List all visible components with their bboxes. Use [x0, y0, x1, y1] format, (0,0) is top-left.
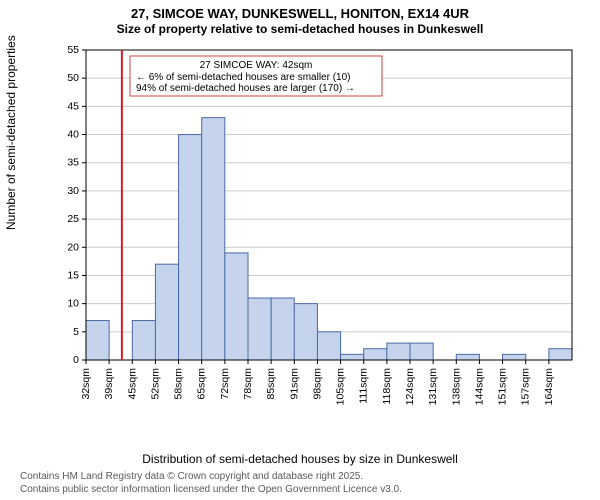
- svg-text:15: 15: [67, 269, 79, 281]
- footer-line1: Contains HM Land Registry data © Crown c…: [20, 471, 402, 484]
- svg-text:98sqm: 98sqm: [311, 368, 323, 400]
- svg-text:25: 25: [67, 213, 79, 225]
- svg-text:39sqm: 39sqm: [103, 368, 115, 400]
- svg-text:35: 35: [67, 157, 79, 169]
- svg-text:45sqm: 45sqm: [126, 368, 138, 400]
- svg-text:124sqm: 124sqm: [404, 368, 416, 406]
- chart-title-line2: Size of property relative to semi-detach…: [0, 22, 600, 36]
- svg-text:30: 30: [67, 185, 79, 197]
- svg-text:78sqm: 78sqm: [242, 368, 254, 400]
- footer-line2: Contains public sector information licen…: [20, 484, 402, 497]
- svg-text:0: 0: [73, 354, 79, 366]
- svg-text:151sqm: 151sqm: [497, 368, 509, 406]
- svg-text:20: 20: [67, 241, 79, 253]
- svg-text:50: 50: [67, 72, 79, 84]
- svg-text:144sqm: 144sqm: [473, 368, 485, 406]
- svg-text:85sqm: 85sqm: [265, 368, 277, 400]
- svg-text:45: 45: [67, 100, 79, 112]
- svg-text:10: 10: [67, 298, 79, 310]
- chart-title-area: 27, SIMCOE WAY, DUNKESWELL, HONITON, EX1…: [0, 0, 600, 36]
- svg-text:105sqm: 105sqm: [335, 368, 347, 406]
- svg-text:131sqm: 131sqm: [427, 368, 439, 406]
- svg-text:91sqm: 91sqm: [288, 368, 300, 400]
- svg-text:164sqm: 164sqm: [543, 368, 555, 406]
- svg-text:111sqm: 111sqm: [358, 368, 370, 404]
- y-axis-label: Number of semi-detached properties: [4, 35, 18, 230]
- chart-title-line1: 27, SIMCOE WAY, DUNKESWELL, HONITON, EX1…: [0, 6, 600, 21]
- attribution-footer: Contains HM Land Registry data © Crown c…: [20, 471, 402, 496]
- svg-text:32sqm: 32sqm: [80, 368, 92, 400]
- svg-text:55: 55: [67, 44, 79, 56]
- svg-text:27 SIMCOE WAY: 42sqm: 27 SIMCOE WAY: 42sqm: [200, 60, 313, 71]
- svg-text:72sqm: 72sqm: [219, 368, 231, 400]
- svg-text:138sqm: 138sqm: [450, 368, 462, 406]
- svg-text:94% of semi-detached houses ar: 94% of semi-detached houses are larger (…: [136, 83, 355, 94]
- x-axis-label: Distribution of semi-detached houses by …: [0, 452, 600, 466]
- plot-area: 0 5 10 15 20 25 30 35 40 45 50 55 32sqm 39sqm 45sqm 52s…: [58, 44, 578, 414]
- svg-text:118sqm: 118sqm: [381, 368, 393, 405]
- svg-text:5: 5: [73, 326, 79, 338]
- svg-text:← 6% of semi-detached houses a: ← 6% of semi-detached houses are smaller…: [136, 72, 351, 83]
- svg-text:52sqm: 52sqm: [149, 368, 161, 400]
- svg-text:157sqm: 157sqm: [520, 368, 532, 406]
- svg-text:58sqm: 58sqm: [173, 368, 185, 400]
- svg-text:40: 40: [67, 129, 79, 141]
- histogram-svg: 0 5 10 15 20 25 30 35 40 45 50 55 32sqm 39sqm 45sqm 52s…: [58, 44, 578, 414]
- svg-text:65sqm: 65sqm: [196, 368, 208, 400]
